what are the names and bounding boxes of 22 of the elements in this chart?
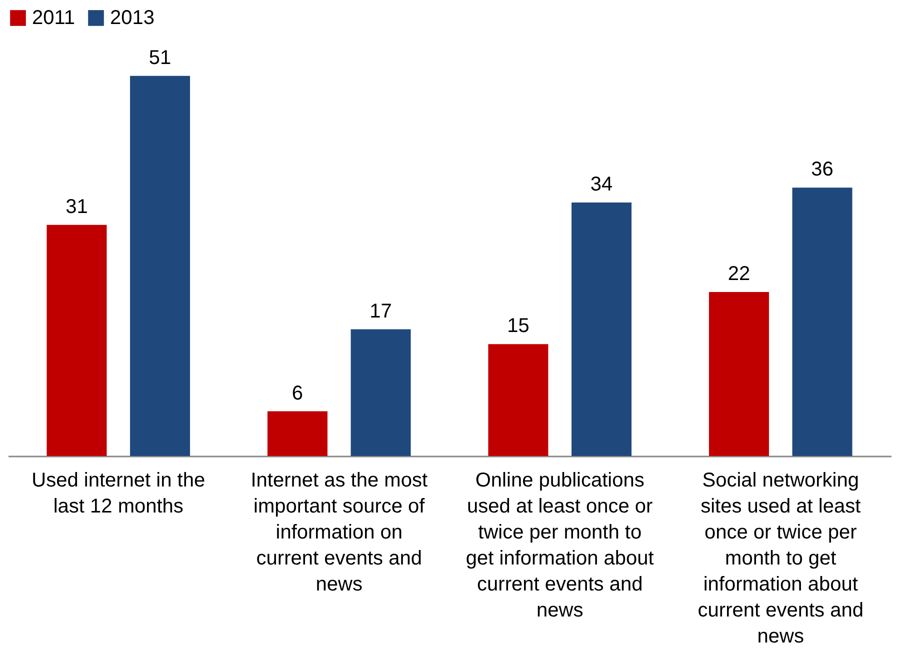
data-label: 17: [370, 300, 392, 322]
data-label: 31: [66, 196, 88, 218]
bar: [267, 411, 328, 456]
data-label: 34: [590, 174, 613, 196]
x-tick-label: Used internet in the last 12 months: [32, 470, 206, 518]
data-label: 6: [292, 382, 304, 404]
bar: [130, 76, 190, 456]
bar: [350, 329, 411, 456]
legend-label: 2011: [32, 7, 76, 29]
bar: [46, 224, 107, 456]
data-label: 15: [507, 315, 530, 338]
x-tick-label: Social networking sites used at least once or twice per month to get information about current events and news: [698, 470, 864, 648]
x-tick-label: Internet as the most important source of information on current events and news: [250, 470, 428, 596]
bar: [708, 292, 769, 456]
bar: [488, 344, 548, 456]
data-label: 36: [811, 158, 834, 181]
bar: [792, 188, 852, 456]
bar: [572, 202, 632, 456]
data-label: 51: [148, 46, 172, 69]
data-label: 22: [728, 263, 750, 285]
x-tick-label: Online publications used at least once or twice per month to get information about current events and news: [466, 470, 654, 622]
legend-label: 2013: [110, 7, 154, 29]
